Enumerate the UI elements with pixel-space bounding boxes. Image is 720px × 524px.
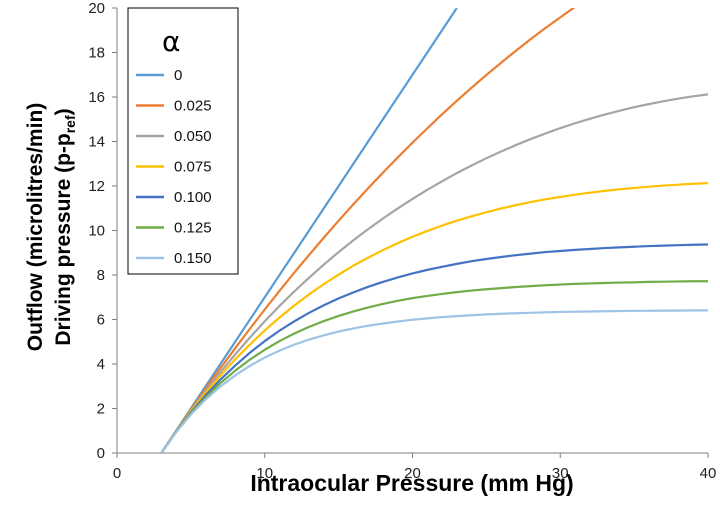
y-axis-title-line2-end: ) xyxy=(52,108,75,115)
x-tick-label: 30 xyxy=(552,465,569,482)
legend-label: 0.150 xyxy=(174,250,212,267)
legend-items: 0 0.025 0.050 0.075 0.100 0.125 0.150 xyxy=(136,67,212,267)
y-tick-label: 10 xyxy=(88,223,105,240)
y-tick-label: 8 xyxy=(97,267,105,284)
legend-label: 0.025 xyxy=(174,98,212,115)
x-tick-label: 0 xyxy=(113,465,121,482)
series-line-0_050 xyxy=(160,93,708,453)
series-line-0_125 xyxy=(160,280,708,453)
y-tick-label: 16 xyxy=(88,89,105,106)
series-line-0_025 xyxy=(160,8,576,453)
x-axis-title: Intraocular Pressure (mm Hg) xyxy=(250,470,573,496)
y-axis-title-line2: Driving pressure (p-pref) xyxy=(52,108,78,345)
y-axis-title-line1: Outflow (microlitres/min) xyxy=(24,103,47,352)
legend-label: 0.100 xyxy=(174,189,212,206)
legend: α 0 0.025 0.050 0.075 0.100 0.125 0.150 xyxy=(127,7,239,275)
y-tick-label: 14 xyxy=(88,134,105,151)
series-line-0 xyxy=(160,8,458,453)
series-line-0_150 xyxy=(160,309,708,453)
y-tick-label: 18 xyxy=(88,45,105,62)
legend-label: 0.125 xyxy=(174,220,212,237)
y-axis-title-line2-sub: ref xyxy=(62,115,78,133)
y-tick-label: 6 xyxy=(97,312,105,329)
series-line-0_100 xyxy=(160,243,708,453)
x-ticks: 0 10 20 30 40 xyxy=(113,453,717,482)
y-tick-label: 20 xyxy=(88,0,105,17)
y-axis-title: Outflow (microlitres/min) Driving pressu… xyxy=(24,103,78,352)
y-tick-label: 2 xyxy=(97,401,105,418)
y-tick-label: 0 xyxy=(97,445,105,462)
y-tick-label: 4 xyxy=(97,356,105,373)
series-lines xyxy=(160,8,708,453)
legend-label: 0 xyxy=(174,67,182,84)
legend-box xyxy=(127,7,239,275)
series-line-0_075 xyxy=(160,182,708,453)
x-tick-label: 10 xyxy=(256,465,273,482)
legend-title: α xyxy=(162,25,180,58)
x-tick-label: 20 xyxy=(404,465,421,482)
y-ticks: 0 2 4 6 8 10 12 14 16 18 20 xyxy=(88,0,117,462)
legend-label: 0.050 xyxy=(174,128,212,145)
legend-label: 0.075 xyxy=(174,159,212,176)
y-tick-label: 12 xyxy=(88,178,105,195)
x-tick-label: 40 xyxy=(700,465,717,482)
y-axis-title-line2-main: Driving pressure (p-p xyxy=(52,133,75,345)
